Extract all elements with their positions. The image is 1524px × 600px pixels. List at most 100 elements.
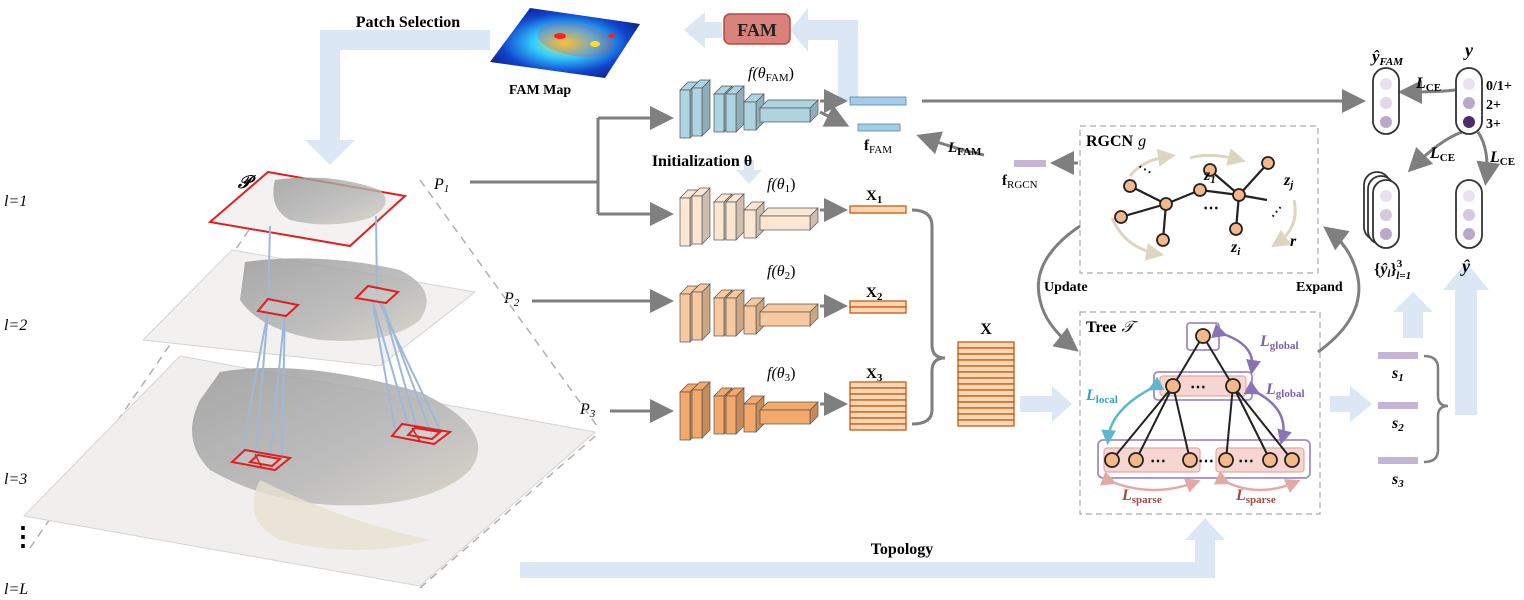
s2-bar: [1378, 402, 1418, 409]
rgcn-ellipsis-2: ⋯: [1203, 200, 1219, 217]
patch-selection-label: Patch Selection: [356, 14, 461, 31]
wsi-pyramid: [22, 170, 601, 589]
network-3: [679, 381, 819, 441]
zj-label: zj: [1283, 172, 1294, 191]
p3-label: P3: [579, 401, 596, 420]
l-ce-label-2: LCE: [1429, 145, 1455, 164]
rgcn-ellipsis-1: ⋯: [1134, 158, 1156, 181]
tree-root-node: [1195, 328, 1211, 344]
x2-feature: [849, 300, 907, 314]
fam-return-flow-arrow: [790, 8, 858, 100]
l-fam-label: LFAM: [947, 140, 982, 158]
rgcn-node: [1123, 179, 1137, 193]
y-hat-label: ŷ: [1460, 256, 1471, 276]
x-concat-brace: [911, 208, 946, 426]
expand-label: Expand: [1296, 280, 1343, 295]
x1-feature: [849, 205, 907, 214]
s-brace: [1423, 354, 1449, 464]
level-1-label: l=1: [4, 193, 27, 210]
tree-node: [1165, 378, 1181, 394]
l-global-label-1: Lglobal: [1259, 333, 1299, 352]
rgcn-node: [1203, 163, 1217, 177]
s3-label: s3: [1391, 471, 1404, 490]
prediction-pills: [1363, 67, 1483, 249]
feature-bars: [849, 205, 1015, 431]
x3-label: X3: [866, 366, 883, 384]
init-theta-label: Initialization θ: [652, 153, 752, 170]
init-flow-arrow: [736, 160, 762, 184]
tree-leaf: [1262, 452, 1278, 468]
rgcn-node: [1156, 233, 1170, 247]
tree-title: Tree 𝒯: [1086, 319, 1139, 336]
r-label: r: [1290, 233, 1297, 250]
tree-leaf: [1104, 452, 1120, 468]
class-3-label: 3+: [1486, 117, 1501, 132]
tree-leaf: [1128, 452, 1144, 468]
level-2-label: l=2: [4, 317, 27, 334]
f-theta3-label: f(θ3): [767, 365, 795, 384]
f-theta2-label: f(θ2): [767, 263, 795, 282]
rgcn-node: [1114, 210, 1128, 224]
s-to-yhat-flow-arrow: [1443, 262, 1489, 415]
network-2: [679, 283, 819, 343]
level-L-label: l=L: [4, 581, 28, 598]
fam-feature-bar-2: [857, 123, 901, 132]
vdots-label: ⋮: [10, 522, 36, 551]
rgcn-ellipsis-3: ⋯: [1265, 201, 1288, 224]
f-theta1-label: f(θ1): [767, 176, 795, 195]
fam-map-label: FAM Map: [509, 83, 572, 98]
rgcn-node: [1159, 197, 1173, 211]
tree-ellipsis-2: ⋯: [1150, 453, 1166, 470]
l-local-label: Llocal: [1085, 387, 1118, 406]
tree-leaf: [1284, 452, 1300, 468]
rgcn-feature-bar: [1014, 160, 1046, 167]
update-label: Update: [1044, 280, 1088, 295]
l-sparse-label-2: Lsparse: [1235, 487, 1276, 506]
rgcn-node: [1232, 188, 1246, 202]
fam-to-map-flow-arrow: [684, 12, 722, 48]
tree-nodes: [1104, 328, 1300, 468]
fam-network: [679, 79, 819, 139]
level-3-label: l=3: [4, 471, 27, 488]
flow-arrows: [305, 8, 1489, 578]
tree-ellipsis-4: ⋯: [1238, 453, 1254, 470]
tree-level-3-group: [1097, 439, 1311, 479]
l-global-label-2: Lglobal: [1265, 381, 1305, 400]
x-label: X: [980, 321, 992, 338]
tree-node: [1225, 378, 1241, 394]
gray-arrows: [470, 79, 1501, 423]
tree-leaf: [1218, 452, 1234, 468]
fam-heatmap: [490, 8, 640, 78]
x-feature: [957, 341, 1015, 427]
zi-label: zi: [1230, 239, 1241, 258]
fam-box-label: FAM: [737, 20, 777, 40]
topology-label: Topology: [871, 541, 934, 558]
topology-flow-arrow: [520, 518, 1225, 578]
patch-selection-flow-arrow: [305, 30, 490, 165]
s2-label: s2: [1391, 415, 1404, 434]
rgcn-node-zj: [1261, 156, 1275, 170]
tree-to-s-flow-arrow: [1330, 386, 1372, 422]
tree-box: [1079, 311, 1321, 515]
s-to-yhat-l-flow-arrow: [1393, 292, 1433, 338]
cnn-networks: [679, 79, 819, 441]
rgcn-nodes: [1114, 156, 1275, 247]
network-1: [679, 187, 819, 247]
rgcn-loops: [1110, 148, 1297, 261]
p1-label: P1: [433, 176, 449, 195]
rgcn-node-zi: [1229, 222, 1243, 236]
tree-ellipsis-1: ⋯: [1190, 379, 1206, 396]
y-hat-l-label: {ŷl}3 l=1: [1374, 258, 1411, 282]
s1-label: s1: [1391, 365, 1404, 384]
tree-leaf: [1182, 452, 1198, 468]
rgcn-box: [1079, 125, 1319, 274]
f-rgcn-label: fRGCN: [1002, 173, 1038, 191]
f-theta-fam-label: f(θFAM): [748, 65, 794, 84]
l-ce-label-3: LCE: [1489, 149, 1515, 168]
p2-label: P2: [503, 290, 520, 309]
l-sparse-label-1: Lsparse: [1121, 487, 1162, 506]
class-0-label: 0/1+: [1486, 79, 1512, 94]
f-fam-label: fFAM: [864, 138, 892, 156]
y-hat-fam-label: ŷFAM: [1370, 47, 1404, 68]
